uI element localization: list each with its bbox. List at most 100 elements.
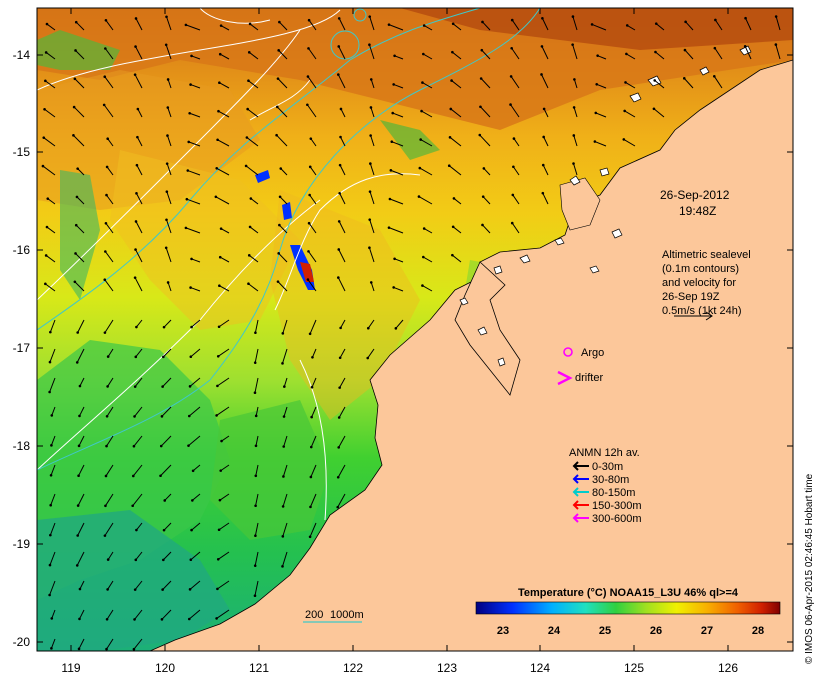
velocity-arrow [44,108,56,118]
velocity-arrow-head [220,439,223,443]
velocity-arrow-head [186,169,190,172]
velocity-arrow-head [162,558,165,562]
velocity-arrow [219,53,230,60]
velocity-arrow [189,112,201,118]
velocity-arrow-head [132,647,136,651]
velocity-arrow [310,464,317,478]
velocity-arrow [45,80,56,89]
velocity-arrow-head [166,134,169,137]
velocity-arrow-head [393,257,396,261]
velocity-arrow [594,141,607,147]
velocity-arrow [573,135,578,147]
velocity-arrow [75,253,85,263]
velocity-arrow [185,24,201,31]
velocity-arrow [254,551,259,566]
velocity-arrow-head [420,109,423,113]
colorbar-tick: 28 [752,625,764,637]
velocity-arrow [388,24,404,31]
lat-tick-label: -16 [13,243,31,257]
velocity-arrow-head [480,48,484,52]
velocity-arrow-head [161,385,164,388]
velocity-arrow-head [571,43,574,46]
velocity-arrow [104,279,114,292]
velocity-arrow-head [337,17,341,20]
velocity-arrow [217,139,230,147]
velocity-arrow-head [133,276,137,279]
velocity-arrow [745,17,752,31]
velocity-arrow-head [184,226,188,230]
velocity-arrow-head [310,415,313,419]
credit-text: © IMOS 06-Apr-2015 02:46:45 Hobart time [804,473,815,664]
velocity-arrow [136,522,143,531]
velocity-arrow-head [48,593,51,597]
velocity-arrow-head [307,250,310,253]
velocity-arrow [543,108,549,118]
velocity-arrow [75,50,85,60]
velocity-arrow-head [41,164,45,168]
velocity-arrow-head [254,534,257,538]
velocity-arrow-head [572,162,575,165]
velocity-arrow [310,138,317,147]
velocity-arrow-head [392,83,395,86]
velocity-arrow [247,108,259,118]
velocity-arrow-head [573,78,576,81]
velocity-arrow-head [216,355,220,358]
velocity-arrow-head [191,469,195,473]
velocity-arrow [309,522,317,537]
velocity-arrow [163,319,172,328]
velocity-arrow-head [338,191,341,195]
velocity-arrow-head [451,22,455,26]
velocity-arrow [106,166,114,176]
velocity-arrow-head [276,77,280,80]
velocity-arrow [248,254,259,263]
velocity-arrow-head [73,280,77,284]
colorbar-tick: 24 [548,625,561,637]
velocity-arrow-head [625,52,628,56]
legend-item: 0-30m [572,461,623,473]
velocity-arrow-head [134,248,137,251]
velocity-arrow [277,78,288,89]
velocity-arrow-head [368,218,372,221]
legend-item-label: 300-600m [592,513,642,525]
axis-ticks [37,8,793,651]
velocity-arrow-head [254,504,257,508]
velocity-arrow [277,281,288,292]
velocity-arrow-head [106,355,110,358]
velocity-arrow [217,580,230,590]
velocity-arrow-head [511,193,515,197]
velocity-arrow-head [77,647,81,651]
velocity-arrow [572,44,578,60]
velocity-arrow [282,551,288,567]
velocity-arrow [420,139,433,147]
velocity-arrow [185,227,201,234]
velocity-arrow [166,219,172,234]
velocity-arrow-head [48,360,52,364]
velocity-arrow-head [541,191,545,195]
velocity-arrow-head [159,444,163,448]
velocity-arrow-head [450,79,453,82]
velocity-arrow-head [308,332,312,336]
velocity-arrow [164,493,172,501]
velocity-arrow-head [712,75,716,78]
velocity-arrow-head [281,332,285,335]
velocity-arrow [79,406,85,417]
velocity-arrow [76,348,85,363]
velocity-arrow-head [219,227,223,230]
velocity-arrow-head [277,49,280,52]
velocity-arrow-head [308,535,312,539]
velocity-arrow-head [134,220,138,223]
velocity-arrow [74,281,85,292]
velocity-arrow-head [279,167,283,170]
date-annotation: 26-Sep-2012 19:48Z [660,188,730,218]
velocity-arrow [45,283,56,292]
velocity-arrow [391,141,404,147]
velocity-arrow [135,221,143,234]
velocity-arrow [308,19,317,31]
lat-tick-label: -18 [13,439,31,453]
velocity-arrow [79,580,85,590]
colorbar-tick: 23 [497,625,509,637]
velocity-arrow [104,76,114,89]
velocity-arrow-head [249,197,253,200]
velocity-arrow-head [106,558,110,561]
velocity-arrow [423,256,433,263]
